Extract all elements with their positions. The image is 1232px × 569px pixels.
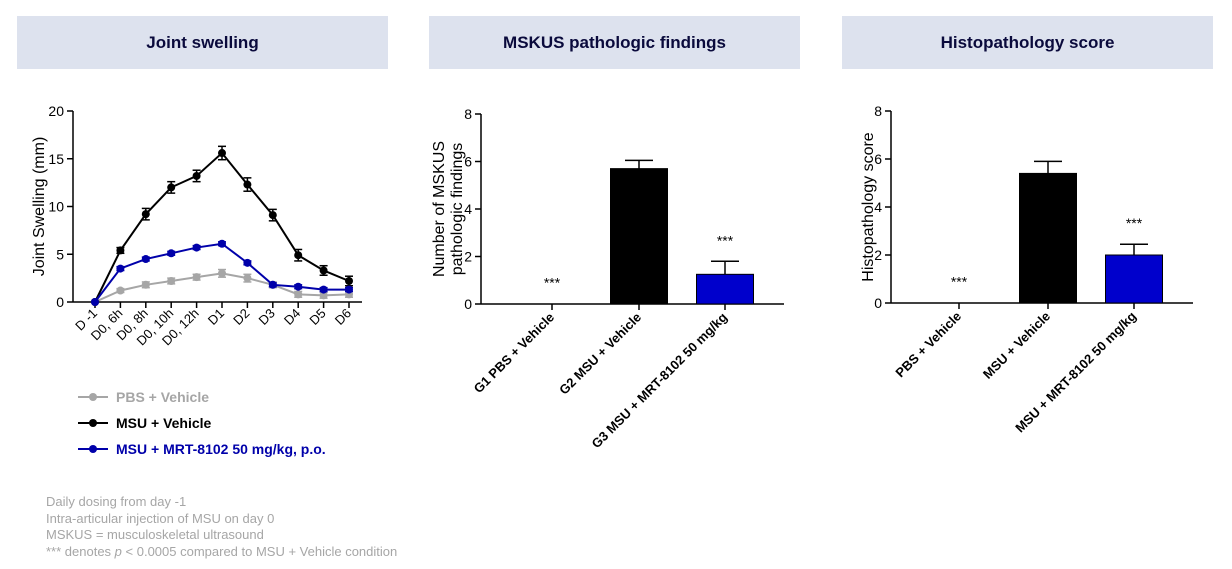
data-point [268, 211, 277, 220]
legend-item-msu: MSU + Vehicle [78, 410, 326, 436]
data-point [116, 264, 125, 273]
data-point [345, 276, 353, 285]
significance-marker: *** [951, 273, 968, 289]
data-point [243, 180, 252, 189]
data-point [268, 280, 277, 289]
bar [610, 168, 668, 305]
data-point [218, 269, 226, 278]
footnotes: Daily dosing from day -1 Intra-articular… [46, 494, 397, 560]
y-tick-label: 4 [464, 201, 472, 217]
y-tick-label: 5 [56, 246, 64, 262]
data-point [243, 274, 252, 283]
bar [1105, 254, 1163, 304]
legend-label: MSU + Vehicle [116, 415, 212, 431]
data-point [192, 171, 201, 180]
y-tick-label: 2 [874, 247, 882, 263]
data-point [167, 276, 176, 285]
data-point [116, 286, 125, 295]
y-tick-label: 0 [874, 295, 882, 311]
y-tick-label: 2 [464, 249, 472, 265]
y-tick-label: 8 [874, 103, 882, 119]
y-tick-label: 8 [464, 106, 472, 122]
legend-label: MSU + MRT-8102 50 mg/kg, p.o. [116, 441, 326, 457]
y-axis-label-line: Number of MSKUS [431, 141, 448, 277]
significance-marker: *** [544, 275, 561, 291]
y-axis-label-line: pathologic findings [449, 143, 466, 276]
legend-item-pbs: PBS + Vehicle [78, 384, 326, 410]
y-tick-label: 4 [874, 199, 882, 215]
y-tick-label: 0 [464, 296, 472, 312]
y-tick-label: 6 [874, 151, 882, 167]
y-axis-label: Histopathology score [860, 132, 877, 282]
histopathology-title: Histopathology score [842, 16, 1213, 69]
significance-marker: *** [1126, 215, 1143, 231]
data-point [294, 251, 303, 260]
data-point [294, 282, 303, 291]
data-point [294, 290, 303, 299]
data-point [345, 285, 353, 294]
data-point [218, 239, 226, 248]
data-point [192, 243, 201, 252]
data-point [141, 255, 150, 264]
legend-label: PBS + Vehicle [116, 389, 209, 405]
histopathology-chart: 0 2 4 6 8 Histopathology score PBS + Vehicle **… [860, 103, 1193, 435]
legend-item-mrt: MSU + MRT-8102 50 mg/kg, p.o. [78, 436, 326, 462]
legend-marker [78, 390, 108, 404]
data-point [141, 210, 150, 219]
y-axis-label: Number of MSKUSpathologic findings [431, 141, 466, 277]
y-tick-label: 6 [464, 154, 472, 170]
data-point [141, 280, 150, 289]
data-point [319, 285, 328, 294]
footnote-injection: Intra-articular injection of MSU on day … [46, 510, 275, 526]
y-tick-label: 20 [48, 103, 64, 119]
footnote-significance: *** denotes p < 0.0005 compared to MSU +… [46, 544, 397, 561]
data-point [319, 266, 328, 275]
line-chart-legend: PBS + Vehicle MSU + Vehicle MSU + MRT-81… [78, 384, 326, 462]
mskus-findings-title: MSKUS pathologic findings [429, 16, 800, 69]
data-point [91, 298, 99, 306]
joint-swelling-title: Joint swelling [17, 16, 388, 69]
data-point [116, 246, 125, 255]
y-tick-label: 15 [48, 151, 64, 167]
y-tick-label: 10 [48, 199, 64, 215]
footnote-dosing: Daily dosing from day -1 [46, 494, 187, 509]
significance-marker: *** [717, 232, 734, 248]
x-tick-label: PBS + Vehicle [892, 309, 964, 381]
data-point [192, 273, 201, 282]
x-tick-label: MSU + Vehicle [980, 309, 1053, 382]
footnote-suffix: < 0.0005 compared to MSU + Vehicle condi… [121, 543, 398, 559]
bar [696, 273, 754, 305]
y-axis-label: Joint Swelling (mm) [31, 137, 48, 277]
data-point [218, 149, 226, 158]
data-point [319, 291, 328, 300]
data-point [167, 183, 176, 192]
legend-marker [78, 442, 108, 456]
data-point [243, 258, 252, 267]
data-point [167, 249, 176, 258]
footnote-mskus: MSKUS = musculoskeletal ultrasound [46, 527, 264, 542]
legend-marker [78, 416, 108, 430]
bar [1019, 172, 1077, 304]
y-tick-label: 0 [56, 294, 64, 310]
footnote-prefix: *** denotes [46, 543, 115, 559]
footnote-p: p [114, 543, 122, 559]
